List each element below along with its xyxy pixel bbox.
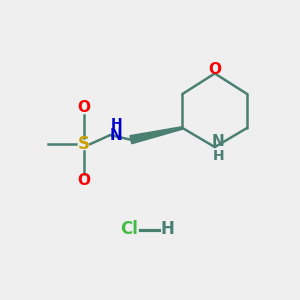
Text: O: O (77, 100, 90, 115)
Text: O: O (77, 173, 90, 188)
Text: H: H (110, 117, 122, 131)
Text: O: O (208, 62, 221, 77)
Text: N: N (110, 128, 122, 143)
Text: S: S (78, 135, 90, 153)
Text: H: H (212, 149, 224, 164)
Text: Cl: Cl (121, 220, 138, 238)
Text: N: N (212, 134, 225, 149)
Polygon shape (130, 127, 183, 144)
Text: H: H (161, 220, 175, 238)
